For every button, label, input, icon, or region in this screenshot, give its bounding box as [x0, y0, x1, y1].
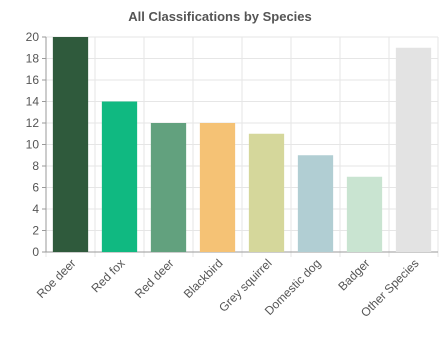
bar — [150, 123, 187, 252]
y-tick-label: 6 — [32, 181, 39, 195]
chart-title: All Classifications by Species — [128, 9, 312, 24]
y-tick-label: 14 — [26, 95, 40, 109]
y-tick-label: 8 — [32, 159, 39, 173]
y-tick-label: 16 — [26, 73, 40, 87]
bar — [395, 47, 432, 252]
y-tick-label: 2 — [32, 224, 39, 238]
y-tick-label: 12 — [26, 116, 40, 130]
bar — [297, 155, 334, 252]
y-tick-label: 0 — [32, 245, 39, 259]
y-tick-label: 18 — [26, 52, 40, 66]
bar — [101, 101, 138, 252]
x-tick-label: Badger — [335, 256, 372, 293]
x-tick-label: Roe deer — [34, 256, 79, 301]
y-tick-label: 4 — [32, 202, 39, 216]
x-tick-label: Red fox — [88, 256, 127, 295]
bar — [52, 37, 89, 252]
bar — [199, 123, 236, 252]
bar — [248, 133, 285, 252]
x-tick-label: Blackbird — [181, 256, 226, 301]
x-tick-label: Red deer — [132, 256, 177, 301]
y-tick-label: 20 — [26, 30, 40, 44]
y-tick-label: 10 — [26, 138, 40, 152]
bar — [346, 176, 383, 252]
